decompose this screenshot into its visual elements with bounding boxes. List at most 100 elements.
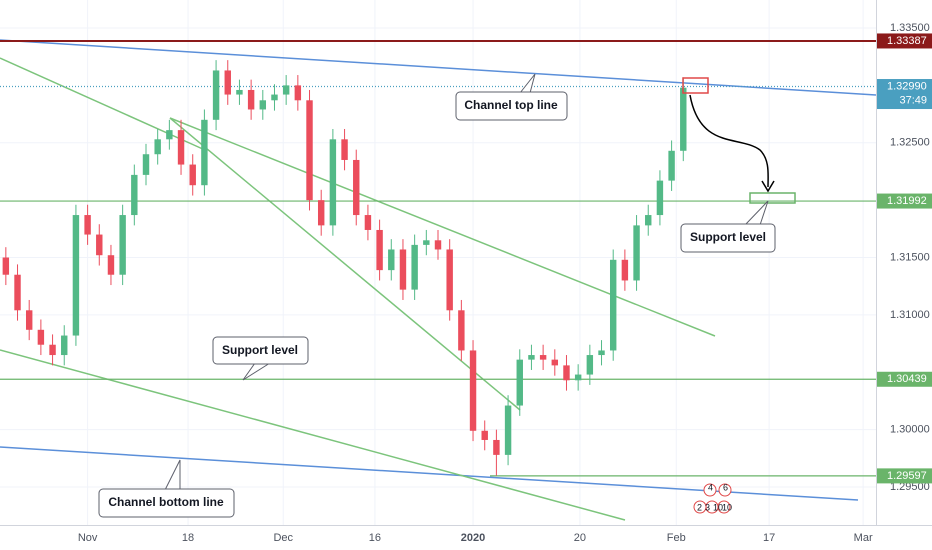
candle-body [2, 257, 10, 275]
callout-pointer [519, 73, 536, 94]
candle-body [329, 139, 337, 226]
callout-pointer [164, 459, 181, 491]
x-tick-label: 18 [182, 532, 194, 544]
candle-body [551, 359, 559, 366]
y-tick-label: 1.30000 [890, 424, 930, 436]
candle-body [142, 154, 150, 175]
x-tick-label: Mar [854, 532, 873, 544]
axes: 1.33500 1.32500 1.31500 1.31000 1.30000 1.295… [78, 22, 932, 544]
price-label-box [877, 79, 932, 110]
arrow [689, 94, 769, 188]
target-box [749, 192, 796, 204]
trend-line [0, 57, 206, 151]
candles [2, 60, 687, 476]
target-box [682, 77, 709, 94]
candle-body [680, 87, 687, 151]
candle-body [317, 200, 325, 226]
countdown-label: 37:49 [899, 94, 927, 106]
candle-body [481, 430, 488, 440]
candle-body [131, 174, 138, 216]
candle-body [166, 130, 173, 140]
candle-body [539, 355, 547, 360]
annotation: Channel top line [464, 98, 558, 112]
x-tick-label: 17 [763, 532, 775, 544]
candle-body [154, 139, 161, 155]
callout-box [680, 223, 776, 253]
candle-body [458, 310, 465, 351]
trend-line [169, 117, 521, 411]
y-tick-label: 1.31500 [890, 251, 930, 263]
callout-box [212, 336, 309, 365]
candle-body [528, 355, 535, 360]
event-icon [718, 483, 732, 497]
price-label: 1.29597 [887, 470, 927, 482]
candle-body [61, 335, 68, 356]
candle-body [574, 374, 582, 381]
candle-body [469, 350, 477, 431]
candle-body [399, 249, 407, 290]
candle-body [282, 85, 290, 95]
x-tick-label: Nov [78, 532, 98, 544]
callout: Channel bottom line [98, 459, 235, 518]
candle-body [609, 259, 617, 351]
candle-body [37, 329, 45, 345]
candle-body [25, 310, 33, 330]
levels [0, 39, 876, 477]
candle-body [247, 89, 255, 110]
candle-body [189, 164, 196, 186]
callout-pointer [744, 200, 769, 226]
callout: Channel top line [455, 73, 568, 121]
trend-line [0, 349, 626, 521]
candle-body [224, 70, 231, 95]
callout-box [455, 91, 568, 121]
event-label: 6 [723, 482, 728, 492]
candle-body [96, 234, 103, 256]
candle-body [201, 119, 208, 186]
candle-body [177, 130, 185, 165]
candle-body [306, 100, 313, 201]
events: 4 6 2 3 10 10 [693, 482, 732, 514]
trend-line [169, 117, 716, 337]
candle-body [271, 94, 278, 101]
arrow-head [761, 180, 775, 193]
y-tick-label: 1.29500 [890, 481, 930, 493]
x-tick-label: 2020 [461, 532, 485, 544]
candle-body [645, 215, 652, 226]
candle-body [341, 139, 348, 160]
candle-body [586, 355, 594, 375]
candle-body [598, 350, 605, 356]
candle-body [446, 249, 453, 311]
event-label: 10 [713, 502, 723, 512]
grid [0, 0, 876, 525]
annotation: Channel bottom line [108, 495, 224, 509]
annotation: Support level [222, 343, 298, 357]
candle-body [563, 365, 570, 381]
callout-box [98, 488, 235, 518]
x-tick-label: 20 [574, 532, 586, 544]
annotation: Support level [690, 230, 766, 244]
candle-body [376, 229, 383, 271]
event-icon [703, 483, 717, 497]
price-label-box [877, 33, 932, 49]
candle-body [656, 180, 664, 216]
callout: Support level [680, 200, 776, 253]
event-label: 4 [708, 482, 713, 492]
trend-lines [0, 39, 877, 521]
candle-body [259, 100, 267, 110]
price-label-box [877, 193, 932, 209]
candle-body [294, 85, 302, 101]
candle-body [388, 249, 395, 271]
candle-body [84, 215, 91, 235]
price-label: 1.33387 [887, 35, 927, 47]
candle-body [72, 215, 80, 336]
y-tick-label: 1.31000 [890, 309, 930, 321]
x-tick-label: 16 [369, 532, 381, 544]
candle-body [353, 159, 360, 216]
candle-body [621, 259, 629, 281]
candle-body [212, 70, 220, 120]
candle-body [633, 225, 640, 281]
candle-body [504, 405, 512, 455]
channel-top-line [0, 39, 877, 96]
